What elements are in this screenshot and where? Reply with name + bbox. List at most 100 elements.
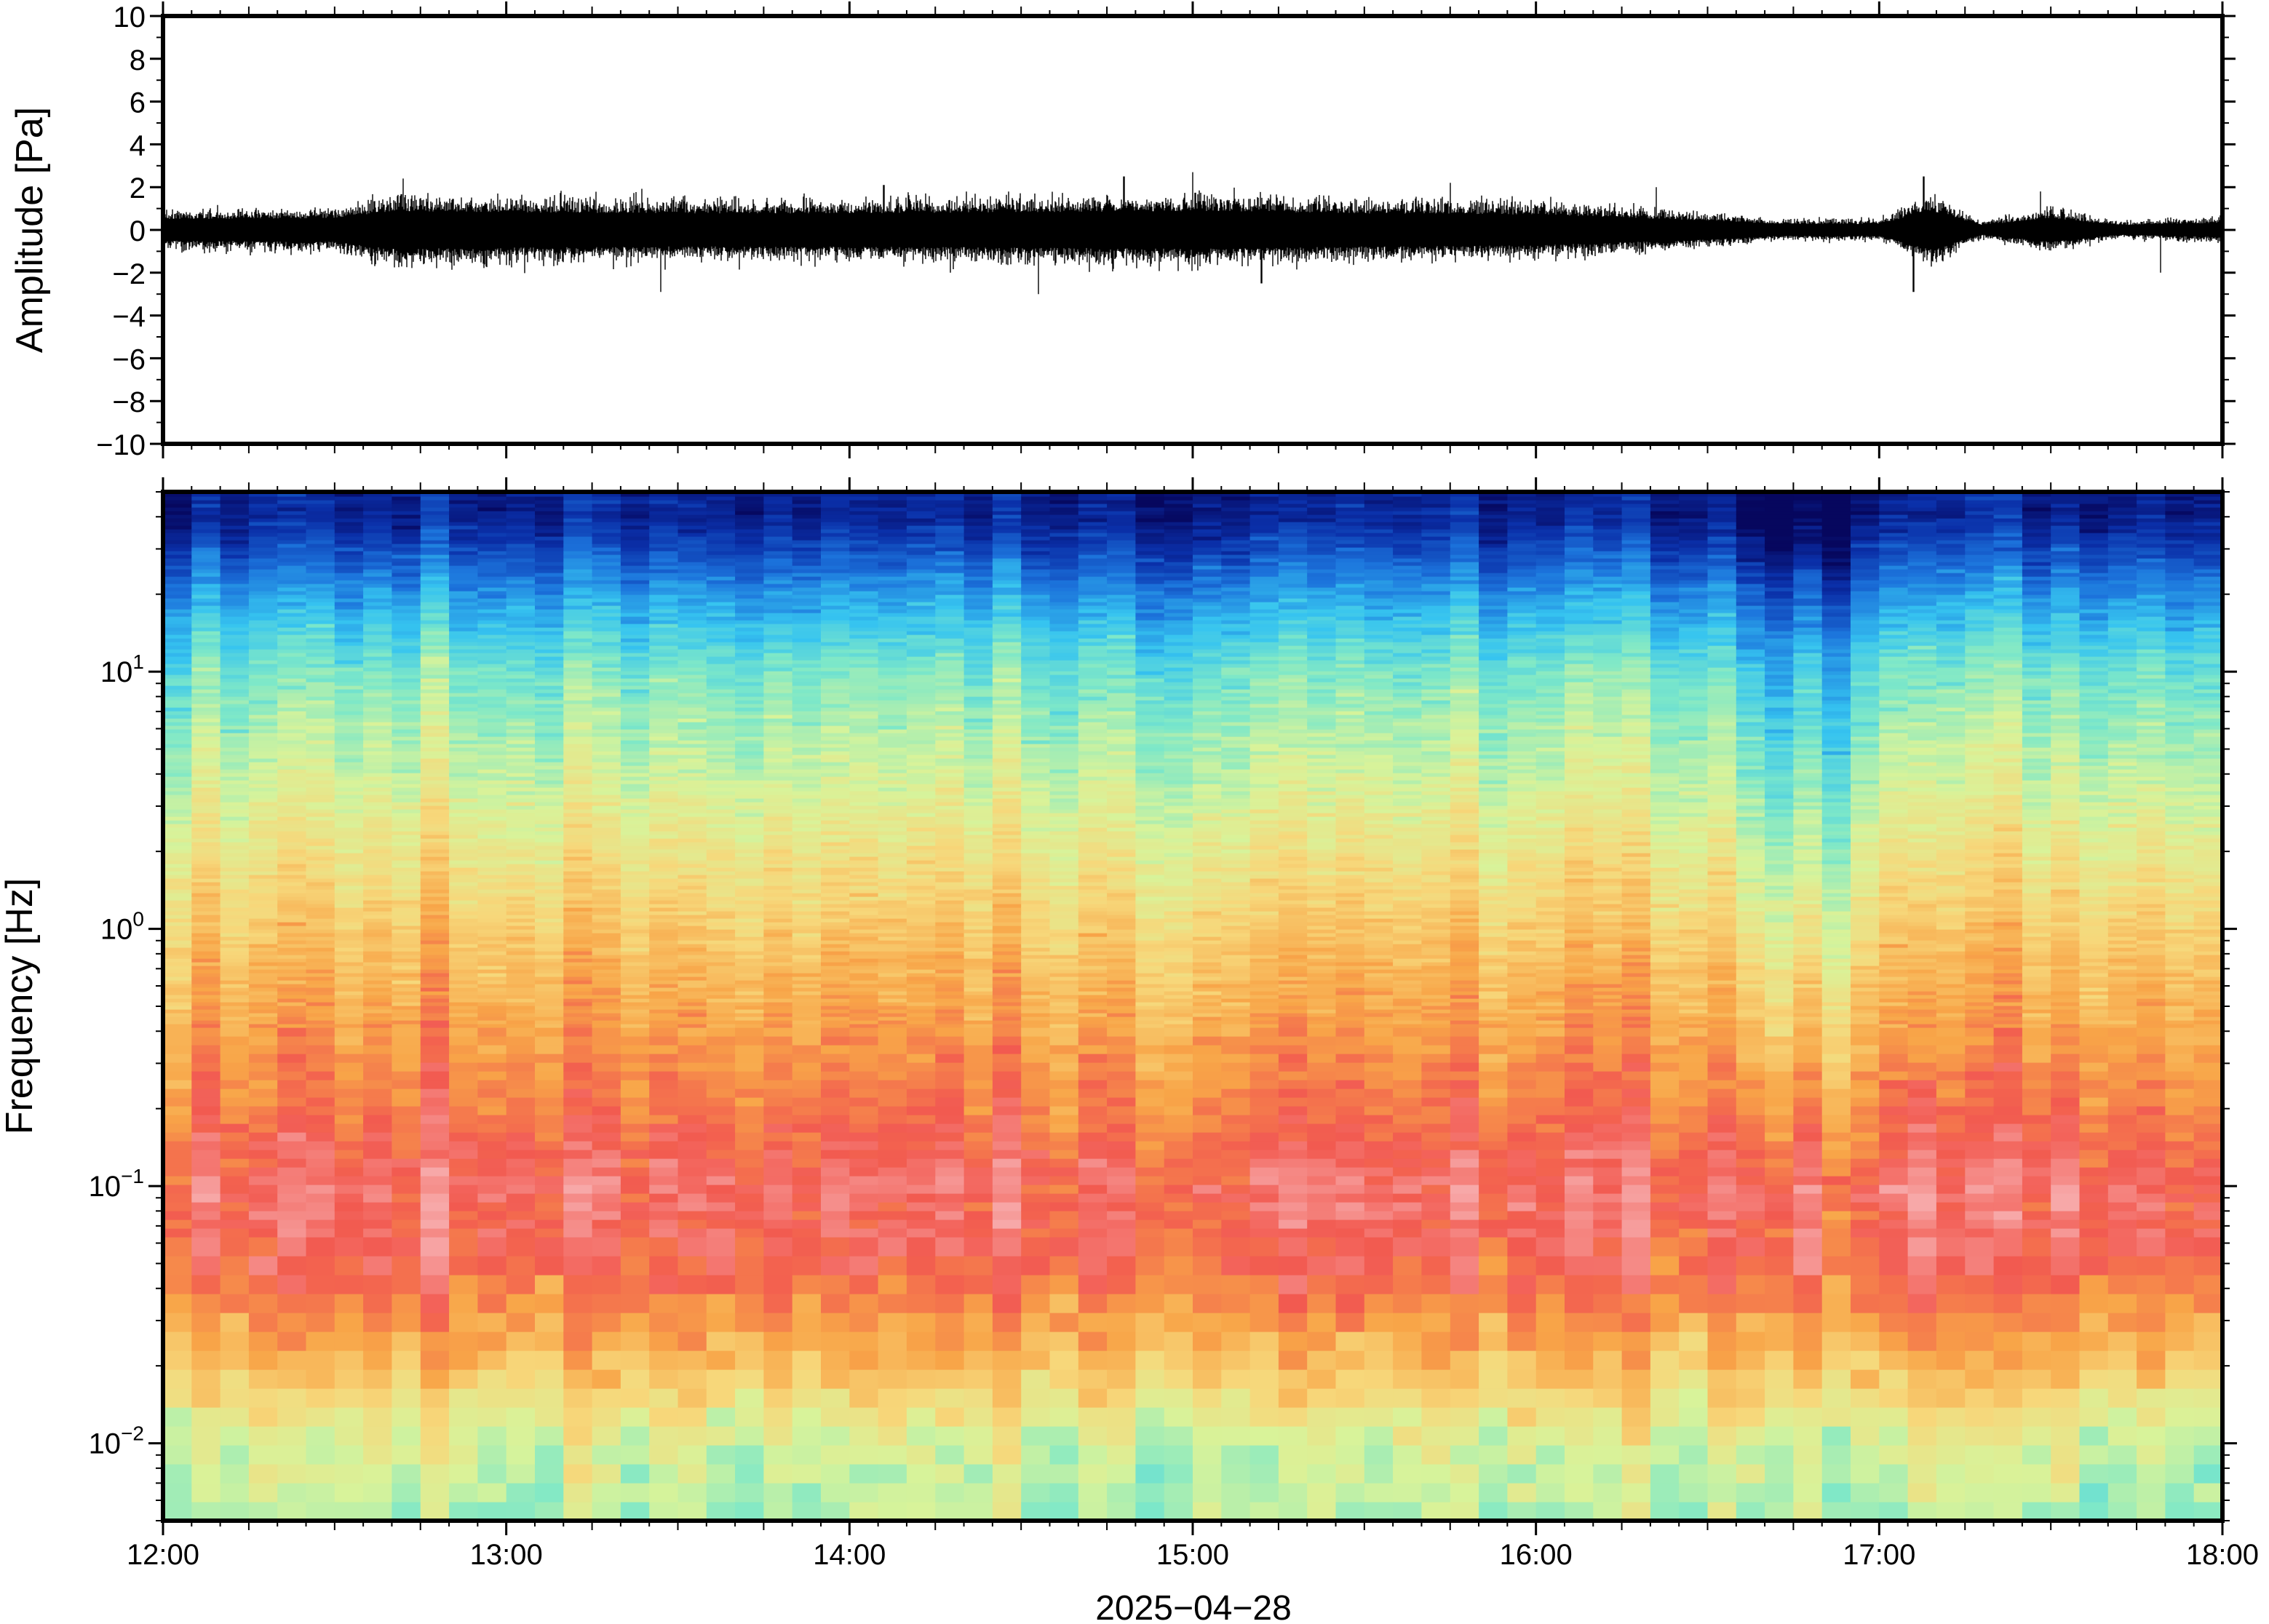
- spectrogram-cell: [477, 507, 507, 512]
- spectrogram-cell: [735, 1115, 765, 1124]
- spectrogram-cell: [363, 685, 393, 690]
- spectrogram-cell: [735, 809, 765, 813]
- spectrogram-cell: [306, 1313, 335, 1332]
- spectrogram-cell: [821, 831, 851, 835]
- spectrogram-cell: [620, 849, 650, 853]
- spectrogram-cell: [535, 1350, 565, 1370]
- spectrogram-cell: [677, 729, 707, 733]
- spectrogram-cell: [792, 576, 822, 581]
- spectrogram-cell: [849, 587, 879, 592]
- spectrogram-cell: [306, 747, 335, 752]
- spectrogram-cell: [706, 660, 736, 664]
- spectrogram-cell: [535, 1123, 565, 1133]
- spectrogram-cell: [792, 664, 822, 668]
- spectrogram-cell: [677, 940, 707, 944]
- spectrogram-cell: [220, 667, 250, 672]
- spectrogram-cell: [220, 1369, 250, 1389]
- spectrogram-cell: [277, 929, 307, 934]
- spectrogram-cell: [163, 580, 193, 584]
- spectrogram-cell: [277, 573, 307, 577]
- spectrogram-cell: [477, 1167, 507, 1177]
- spectrogram-cell: [163, 896, 193, 901]
- spectrogram-cell: [677, 547, 707, 552]
- spectrogram-cell: [420, 958, 450, 963]
- spectrogram-cell: [449, 875, 479, 879]
- spectrogram-cell: [592, 827, 621, 832]
- spectrogram-cell: [649, 798, 679, 803]
- spectrogram-cell: [334, 725, 364, 730]
- spectrogram-cell: [735, 1006, 765, 1010]
- spectrogram-cell: [506, 944, 536, 948]
- spectrogram-cell: [535, 904, 565, 908]
- spectrogram-cell: [620, 522, 650, 526]
- spectrogram-cell: [248, 827, 278, 832]
- spectrogram-cell: [763, 609, 793, 613]
- spectrogram-cell: [191, 609, 221, 613]
- spectrogram-cell: [363, 911, 393, 915]
- spectrogram-cell: [506, 569, 536, 573]
- spectrogram-cell: [449, 707, 479, 712]
- spectrogram-cell: [191, 587, 221, 592]
- spectrogram-cell: [649, 576, 679, 581]
- spectrogram-cell: [620, 998, 650, 1003]
- spectrogram-cell: [706, 493, 736, 497]
- spectrogram-cell: [535, 995, 565, 999]
- spectrogram-cell: [706, 733, 736, 737]
- spectrogram-cell: [677, 718, 707, 723]
- spectrogram-cell: [878, 1350, 907, 1370]
- spectrogram-cell: [620, 966, 650, 970]
- spectrogram-cell: [477, 747, 507, 752]
- spectrogram-cell: [277, 1054, 307, 1063]
- spectrogram-cell: [592, 587, 621, 592]
- spectrogram-cell: [277, 944, 307, 948]
- spectrogram-cell: [449, 951, 479, 955]
- spectrogram-cell: [163, 656, 193, 661]
- spectrogram-cell: [763, 613, 793, 617]
- spectrogram-cell: [792, 1024, 822, 1028]
- spectrogram-cell: [706, 740, 736, 744]
- spectrogram-cell: [620, 933, 650, 937]
- spectrogram-cell: [191, 700, 221, 704]
- spectrogram-cell: [449, 918, 479, 923]
- spectrogram-cell: [792, 918, 822, 923]
- spectrogram-cell: [220, 907, 250, 912]
- spectrogram-cell: [620, 1167, 650, 1177]
- spectrogram-cell: [191, 1211, 221, 1220]
- spectrogram-cell: [763, 1294, 793, 1313]
- spectrogram-cell: [163, 1407, 193, 1427]
- spectrogram-cell: [592, 740, 621, 744]
- spectrogram-cell: [677, 1176, 707, 1185]
- spectrogram-cell: [620, 660, 650, 664]
- spectrogram-cell: [163, 787, 193, 792]
- spectrogram-cell: [563, 598, 593, 602]
- spectrogram-cell: [420, 1407, 450, 1427]
- spectrogram-cell: [821, 1228, 851, 1238]
- spectrogram-cell: [334, 671, 364, 675]
- spectrogram-cell: [821, 1132, 851, 1142]
- spectrogram-cell: [563, 824, 593, 828]
- spectrogram-cell: [334, 1115, 364, 1124]
- spectrogram-cell: [334, 1088, 364, 1098]
- spectrogram-cell: [849, 820, 879, 824]
- spectrogram-cell: [248, 773, 278, 777]
- spectrogram-cell: [191, 554, 221, 559]
- spectrogram-cell: [277, 503, 307, 508]
- spectrogram-cell: [620, 1369, 650, 1389]
- spectrogram-cell: [220, 966, 250, 970]
- spectrogram-cell: [392, 704, 421, 708]
- spectrogram-cell: [449, 700, 479, 704]
- spectrogram-cell: [163, 725, 193, 730]
- spectrogram-cell: [735, 1088, 765, 1098]
- spectrogram-cell: [220, 998, 250, 1003]
- spectrogram-cell: [163, 500, 193, 504]
- spectrogram-cell: [878, 944, 907, 948]
- spectrogram-cell: [563, 776, 593, 781]
- spectrogram-cell: [248, 816, 278, 821]
- spectrogram-cell: [220, 1211, 250, 1220]
- spectrogram-cell: [849, 1006, 879, 1010]
- spectrogram-cell: [592, 780, 621, 784]
- spectrogram-cell: [592, 1483, 621, 1502]
- spectrogram-cell: [792, 922, 822, 926]
- spectrogram-cell: [506, 624, 536, 628]
- spectrogram-cell: [706, 889, 736, 893]
